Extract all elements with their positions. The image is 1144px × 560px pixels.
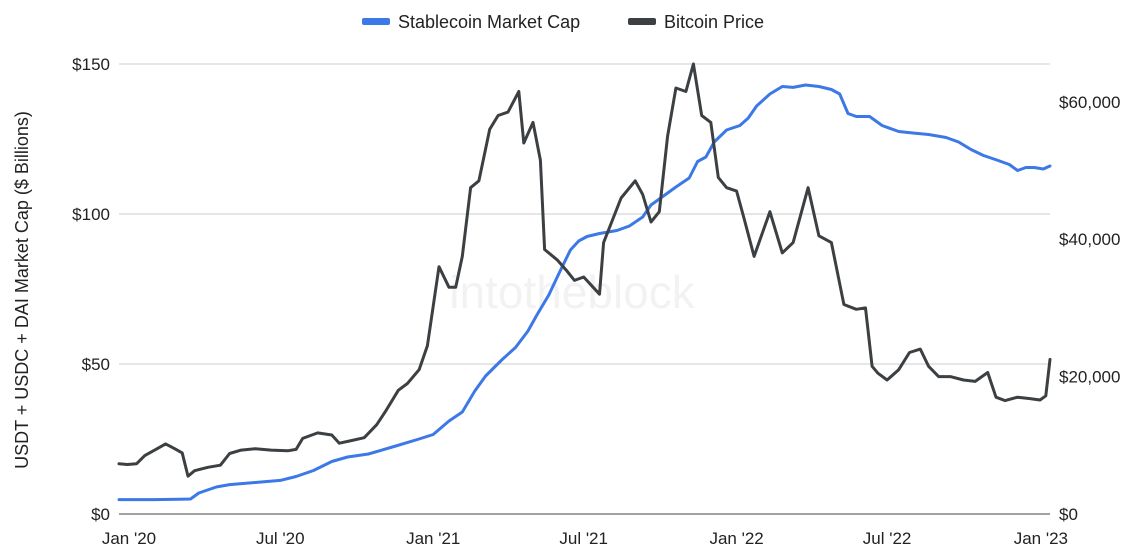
y-right-tick-label: $20,000 bbox=[1059, 368, 1120, 387]
grid-lines bbox=[119, 63, 1050, 515]
x-tick-label: Jul '22 bbox=[863, 529, 912, 548]
x-tick-label: Jan '23 bbox=[1014, 529, 1068, 548]
y-axis-right-ticks: $0 $20,000 $40,000 $60,000 bbox=[1059, 93, 1120, 524]
y-left-tick-label: $0 bbox=[91, 505, 110, 524]
y-axis-left-label: USDT + USDC + DAI Market Cap ($ Billions… bbox=[12, 111, 32, 469]
x-axis-ticks: Jan '20 Jul '20 Jan '21 Jul '21 Jan '22 Jul '… bbox=[102, 529, 1068, 548]
y-left-tick-label: $100 bbox=[72, 205, 110, 224]
y-axis-left-ticks: $0 $50 $100 $150 bbox=[72, 55, 110, 524]
legend-label-stablecoin-market-cap: Stablecoin Market Cap bbox=[398, 12, 580, 32]
y-left-tick-label: $50 bbox=[82, 355, 110, 374]
legend-label-bitcoin-price: Bitcoin Price bbox=[664, 12, 764, 32]
y-right-tick-label: $40,000 bbox=[1059, 230, 1120, 249]
x-tick-label: Jan '22 bbox=[709, 529, 763, 548]
x-tick-label: Jul '20 bbox=[256, 529, 305, 548]
legend-swatch-stablecoin-market-cap bbox=[362, 18, 390, 25]
series-lines bbox=[117, 62, 1052, 502]
stablecoin-market-cap-line bbox=[117, 83, 1052, 502]
y-left-tick-label: $150 bbox=[72, 55, 110, 74]
x-tick-label: Jul '21 bbox=[559, 529, 608, 548]
watermark-text: intotheblock bbox=[449, 266, 695, 318]
legend: Stablecoin Market Cap Bitcoin Price bbox=[362, 12, 764, 32]
x-tick-label: Jan '20 bbox=[102, 529, 156, 548]
y-right-tick-label: $60,000 bbox=[1059, 93, 1120, 112]
y-right-tick-label: $0 bbox=[1059, 505, 1078, 524]
legend-swatch-bitcoin-price bbox=[628, 18, 656, 25]
x-tick-label: Jan '21 bbox=[406, 529, 460, 548]
bitcoin-price-line bbox=[117, 62, 1052, 478]
